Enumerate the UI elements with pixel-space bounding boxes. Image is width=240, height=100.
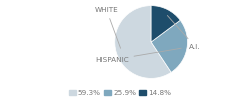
Text: WHITE: WHITE — [95, 7, 120, 48]
Wedge shape — [115, 6, 171, 78]
Text: HISPANIC: HISPANIC — [95, 48, 181, 63]
Legend: 59.3%, 25.9%, 14.8%: 59.3%, 25.9%, 14.8% — [69, 90, 171, 96]
Wedge shape — [151, 20, 187, 72]
Text: A.I.: A.I. — [167, 16, 201, 50]
Wedge shape — [151, 6, 180, 42]
